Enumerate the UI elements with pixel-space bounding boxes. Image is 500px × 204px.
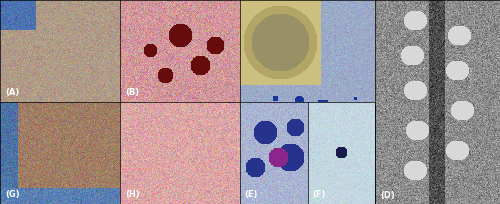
Text: (G): (G) — [5, 190, 20, 199]
Text: (E): (E) — [244, 190, 258, 199]
Text: (D): (D) — [380, 191, 395, 200]
Text: (F): (F) — [312, 190, 326, 199]
Text: (H): (H) — [125, 190, 140, 199]
Text: (B): (B) — [125, 88, 139, 97]
Text: (C): (C) — [246, 191, 260, 200]
Text: (A): (A) — [5, 88, 19, 97]
